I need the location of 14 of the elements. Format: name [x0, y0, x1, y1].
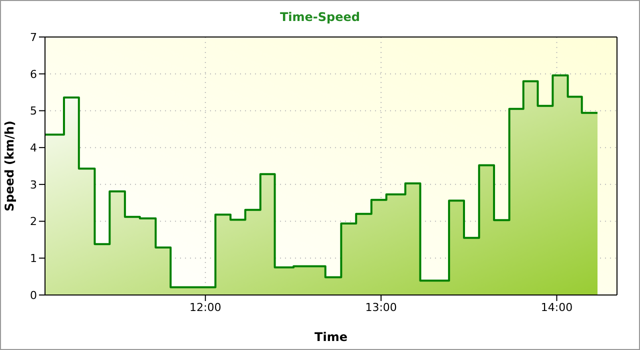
y-axis-title: Speed (km/h) [2, 120, 16, 212]
y-tick-label: 6 [30, 68, 37, 81]
chart-title: Time-Speed [278, 10, 362, 24]
x-axis-title: Time [314, 330, 348, 344]
y-tick-label: 3 [30, 178, 37, 192]
x-tick-label: 14:00 [540, 300, 573, 314]
y-tick-label: 0 [30, 288, 37, 302]
y-tick-label: 5 [30, 104, 37, 118]
x-tick-label: 12:00 [190, 300, 222, 314]
y-tick-label: 4 [30, 141, 37, 154]
y-tick-label: 7 [30, 30, 37, 44]
y-tick-label: 2 [30, 215, 37, 228]
y-tick-label: 1 [30, 252, 37, 266]
x-tick-label: 13:00 [365, 300, 397, 314]
